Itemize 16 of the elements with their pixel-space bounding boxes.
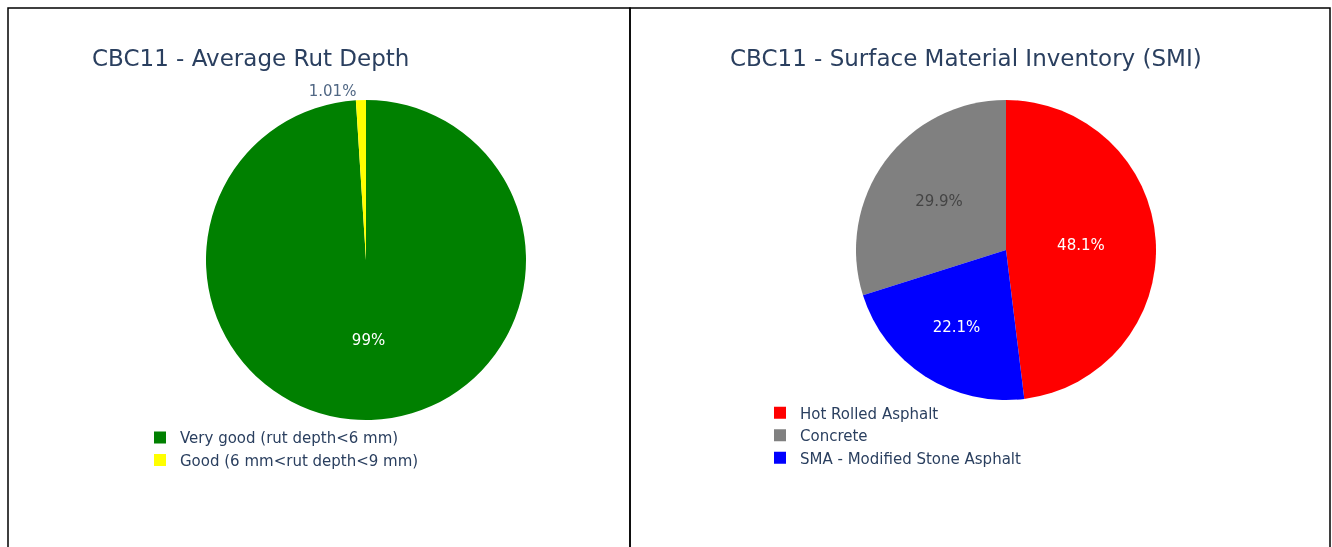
data-label: 1.01% (308, 82, 357, 101)
legend-label: Concrete (800, 427, 868, 446)
pie-slice (206, 100, 526, 420)
legend-label: Very good (rut depth<6 mm) (180, 429, 399, 448)
chart-title: CBC11 - Average Rut Depth (92, 45, 410, 71)
data-label: 99% (351, 330, 386, 349)
pie-slice (862, 250, 1025, 400)
pie-slice (856, 100, 1006, 296)
chart-title: CBC11 - Surface Material Inventory (SMI) (730, 45, 1202, 71)
pie-slice (1006, 100, 1156, 399)
legend-label: Good (6 mm<rut depth<9 mm) (180, 451, 419, 470)
legend-label: SMA - Modified Stone Asphalt (800, 449, 1021, 468)
data-label: 48.1% (1057, 236, 1105, 255)
data-label: 22.1% (932, 317, 981, 336)
legend-label: Hot Rolled Asphalt (800, 404, 939, 423)
data-label: 29.9% (915, 191, 963, 210)
